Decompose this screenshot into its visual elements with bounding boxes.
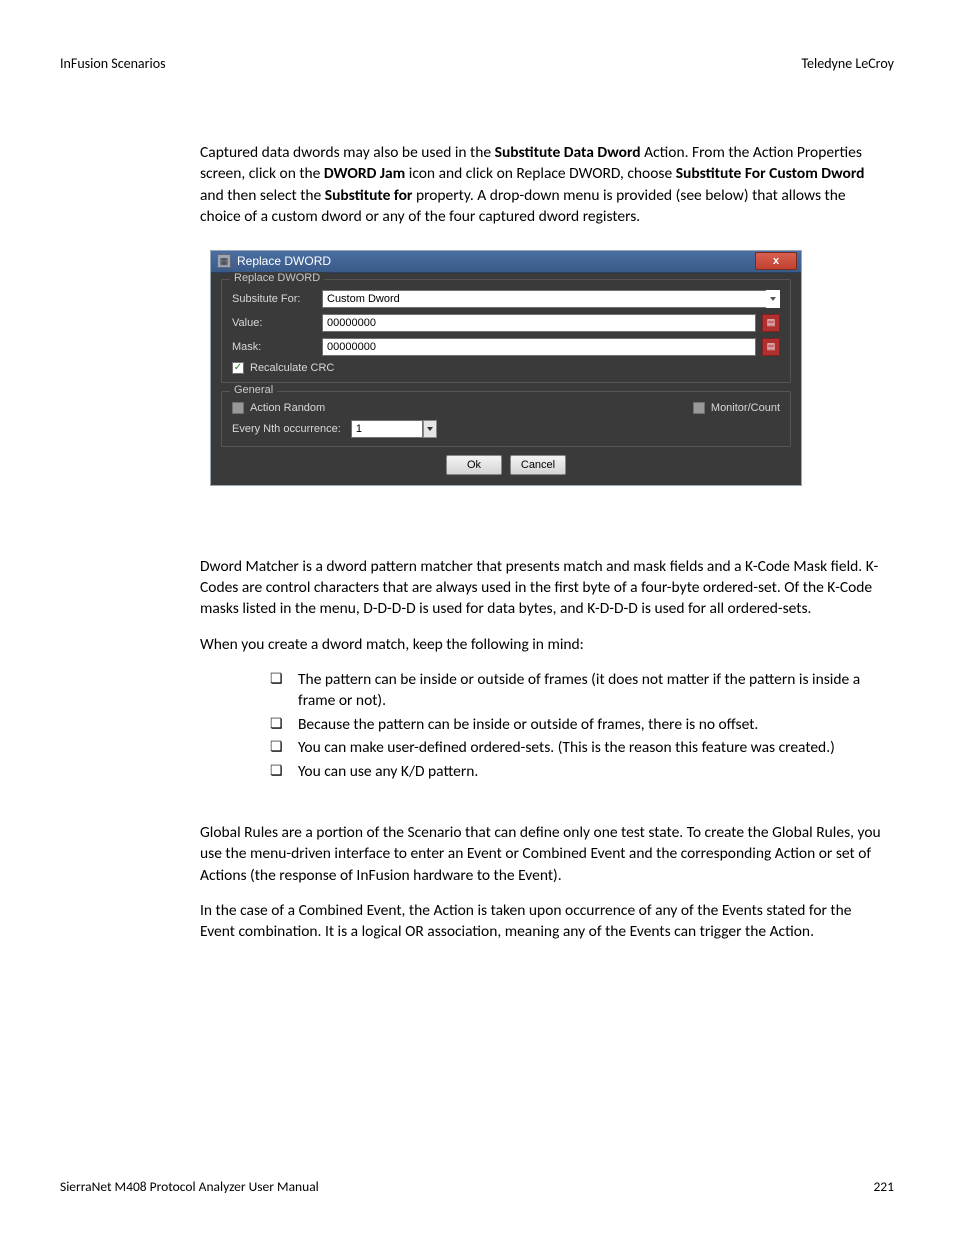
p1-s3: icon and click on Replace DWORD, choose [405,164,675,183]
chevron-down-icon[interactable] [766,290,780,308]
value-label: Value: [232,317,316,329]
list-item: Because the pattern can be inside or out… [270,714,886,735]
p1-b3: Substitute For Custom Dword [676,164,865,183]
value-edit-icon[interactable]: ▤ [762,314,780,332]
dialog-titlebar: ▦ Replace DWORD x [211,251,801,273]
paragraph-5: In the case of a Combined Event, the Act… [200,900,886,943]
footer-page-number: 221 [873,1178,894,1195]
dialog-title: Replace DWORD [237,254,755,268]
p1-s4: and then select the [200,186,325,205]
fieldset-general: General Action Random Monitor/Count Ever… [221,391,791,447]
substitute-for-label: Subsitute For: [232,293,316,305]
p1-b4: Substitute for [325,186,413,205]
p1-s1: Captured data dwords may also be used in… [200,143,495,162]
legend-replace: Replace DWORD [230,272,324,284]
substitute-for-dropdown[interactable]: Custom Dword [322,290,775,308]
recalc-crc-label: Recalculate CRC [250,362,334,374]
header-right: Teledyne LeCroy [801,55,894,72]
list-item: The pattern can be inside or outside of … [270,669,886,712]
every-nth-label: Every Nth occurrence: [232,423,341,435]
p1-b2: DWORD Jam [324,164,405,183]
dialog-body: Replace DWORD Subsitute For: Custom Dwor… [211,273,801,485]
monitor-count-checkbox[interactable] [693,402,705,414]
header-left: InFusion Scenarios [60,55,166,72]
paragraph-3: When you create a dword match, keep the … [200,634,886,655]
mask-label: Mask: [232,341,316,353]
ok-button[interactable]: Ok [446,455,502,475]
mask-edit-icon[interactable]: ▤ [762,338,780,356]
action-random-label: Action Random [250,402,325,414]
paragraph-1: Captured data dwords may also be used in… [200,142,886,228]
list-item: You can use any K/D pattern. [270,761,886,782]
cancel-button[interactable]: Cancel [510,455,566,475]
list-item: You can make user-defined ordered-sets. … [270,737,886,758]
fieldset-replace-dword: Replace DWORD Subsitute For: Custom Dwor… [221,279,791,383]
p1-b1: Substitute Data Dword [495,143,641,162]
bullet-list: The pattern can be inside or outside of … [200,669,886,782]
footer-left: SierraNet M408 Protocol Analyzer User Ma… [60,1178,319,1195]
every-nth-chevron-down-icon[interactable] [423,420,437,438]
legend-general: General [230,384,277,396]
action-random-checkbox[interactable] [232,402,244,414]
monitor-count-label: Monitor/Count [711,402,780,414]
every-nth-input[interactable]: 1 [351,420,423,438]
close-button[interactable]: x [755,252,797,270]
paragraph-4: Global Rules are a portion of the Scenar… [200,822,886,886]
recalc-crc-checkbox[interactable]: ✓ [232,362,244,374]
mask-input[interactable]: 00000000 [322,338,756,356]
paragraph-2: Dword Matcher is a dword pattern matcher… [200,556,886,620]
dialog-icon: ▦ [217,254,231,268]
value-input[interactable]: 00000000 [322,314,756,332]
replace-dword-dialog: ▦ Replace DWORD x Replace DWORD Subsitut… [210,250,802,486]
